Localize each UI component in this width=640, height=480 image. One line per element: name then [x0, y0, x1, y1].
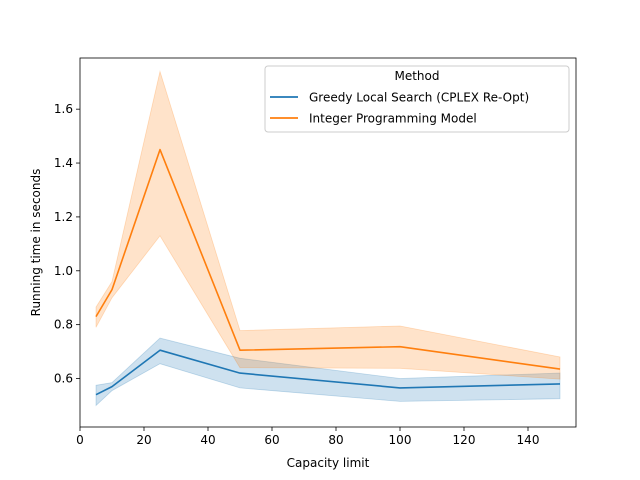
y-tick-label: 0.8	[54, 318, 73, 332]
x-tick-label: 120	[453, 433, 476, 447]
confidence-band-1	[95, 337, 561, 407]
x-axis-label: Capacity limit	[287, 456, 370, 470]
y-tick-label: 0.6	[54, 372, 73, 386]
x-tick-label: 0	[76, 433, 84, 447]
y-tick-label: 1.2	[54, 210, 73, 224]
x-tick-label: 20	[136, 433, 151, 447]
x-tick-label: 100	[389, 433, 412, 447]
x-tick-label: 140	[517, 433, 540, 447]
legend-entry-label: Integer Programming Model	[309, 112, 477, 126]
legend-box	[264, 65, 570, 133]
plot-frame	[79, 57, 577, 428]
y-tick-label: 1.6	[54, 102, 73, 116]
x-tick-label: 60	[264, 433, 279, 447]
series-line-2	[95, 148, 561, 370]
x-axis: 0 20 40 60 80 100 120 140	[76, 427, 539, 447]
series-lines	[95, 148, 561, 396]
confidence-band-2	[95, 69, 561, 380]
x-tick-label: 80	[328, 433, 343, 447]
legend: Method Greedy Local Search (CPLEX Re-Opt…	[264, 65, 570, 133]
y-axis-label: Running time in seconds	[29, 169, 43, 317]
series-line-1	[95, 349, 561, 396]
y-axis: 0.6 0.8 1.0 1.2 1.4 1.6	[54, 102, 80, 386]
y-tick-label: 1.0	[54, 264, 73, 278]
legend-title: Method	[394, 69, 439, 83]
y-tick-label: 1.4	[54, 156, 73, 170]
confidence-bands	[95, 69, 561, 407]
legend-entry-label: Greedy Local Search (CPLEX Re-Opt)	[309, 91, 529, 105]
x-tick-label: 40	[200, 433, 215, 447]
